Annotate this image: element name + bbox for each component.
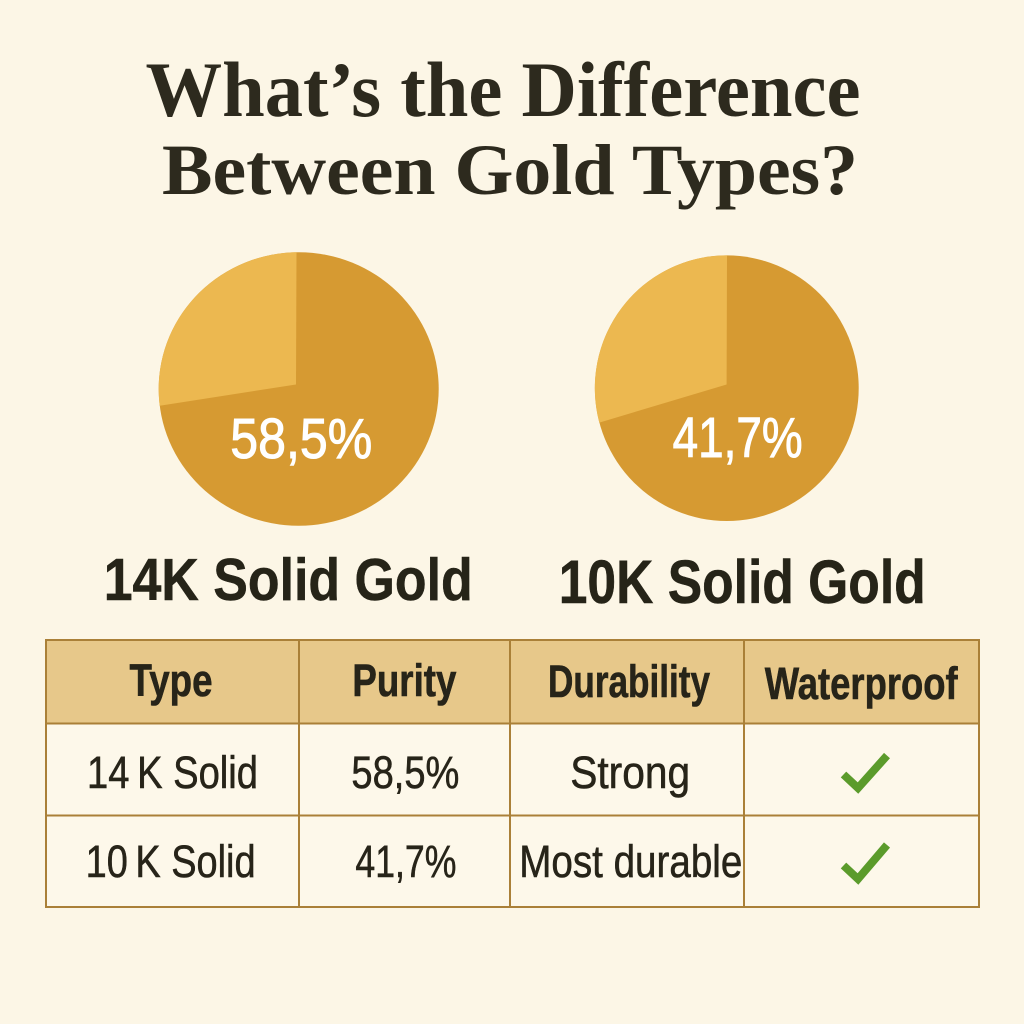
svg-text:Purity: Purity: [352, 655, 456, 706]
svg-text:Between Gold Types?: Between Gold Types?: [162, 130, 858, 210]
svg-text:Strong: Strong: [570, 747, 690, 798]
svg-text:58,5%: 58,5%: [351, 747, 459, 798]
svg-text:58,5%: 58,5%: [230, 407, 372, 471]
svg-text:Most durable: Most durable: [519, 836, 742, 887]
svg-text:10K Solid Gold: 10K Solid Gold: [559, 548, 926, 616]
svg-text:10 K Solid: 10 K Solid: [86, 836, 256, 887]
svg-text:14K Solid Gold: 14K Solid Gold: [104, 547, 473, 613]
svg-text:Waterproof: Waterproof: [765, 658, 959, 709]
svg-text:What’s the Difference: What’s the Difference: [146, 46, 861, 133]
svg-text:14 K Solid: 14 K Solid: [87, 747, 258, 798]
svg-text:Type: Type: [130, 655, 213, 706]
svg-text:41,7%: 41,7%: [355, 836, 456, 887]
svg-text:Durability: Durability: [548, 656, 710, 707]
svg-text:41,7%: 41,7%: [673, 406, 803, 470]
